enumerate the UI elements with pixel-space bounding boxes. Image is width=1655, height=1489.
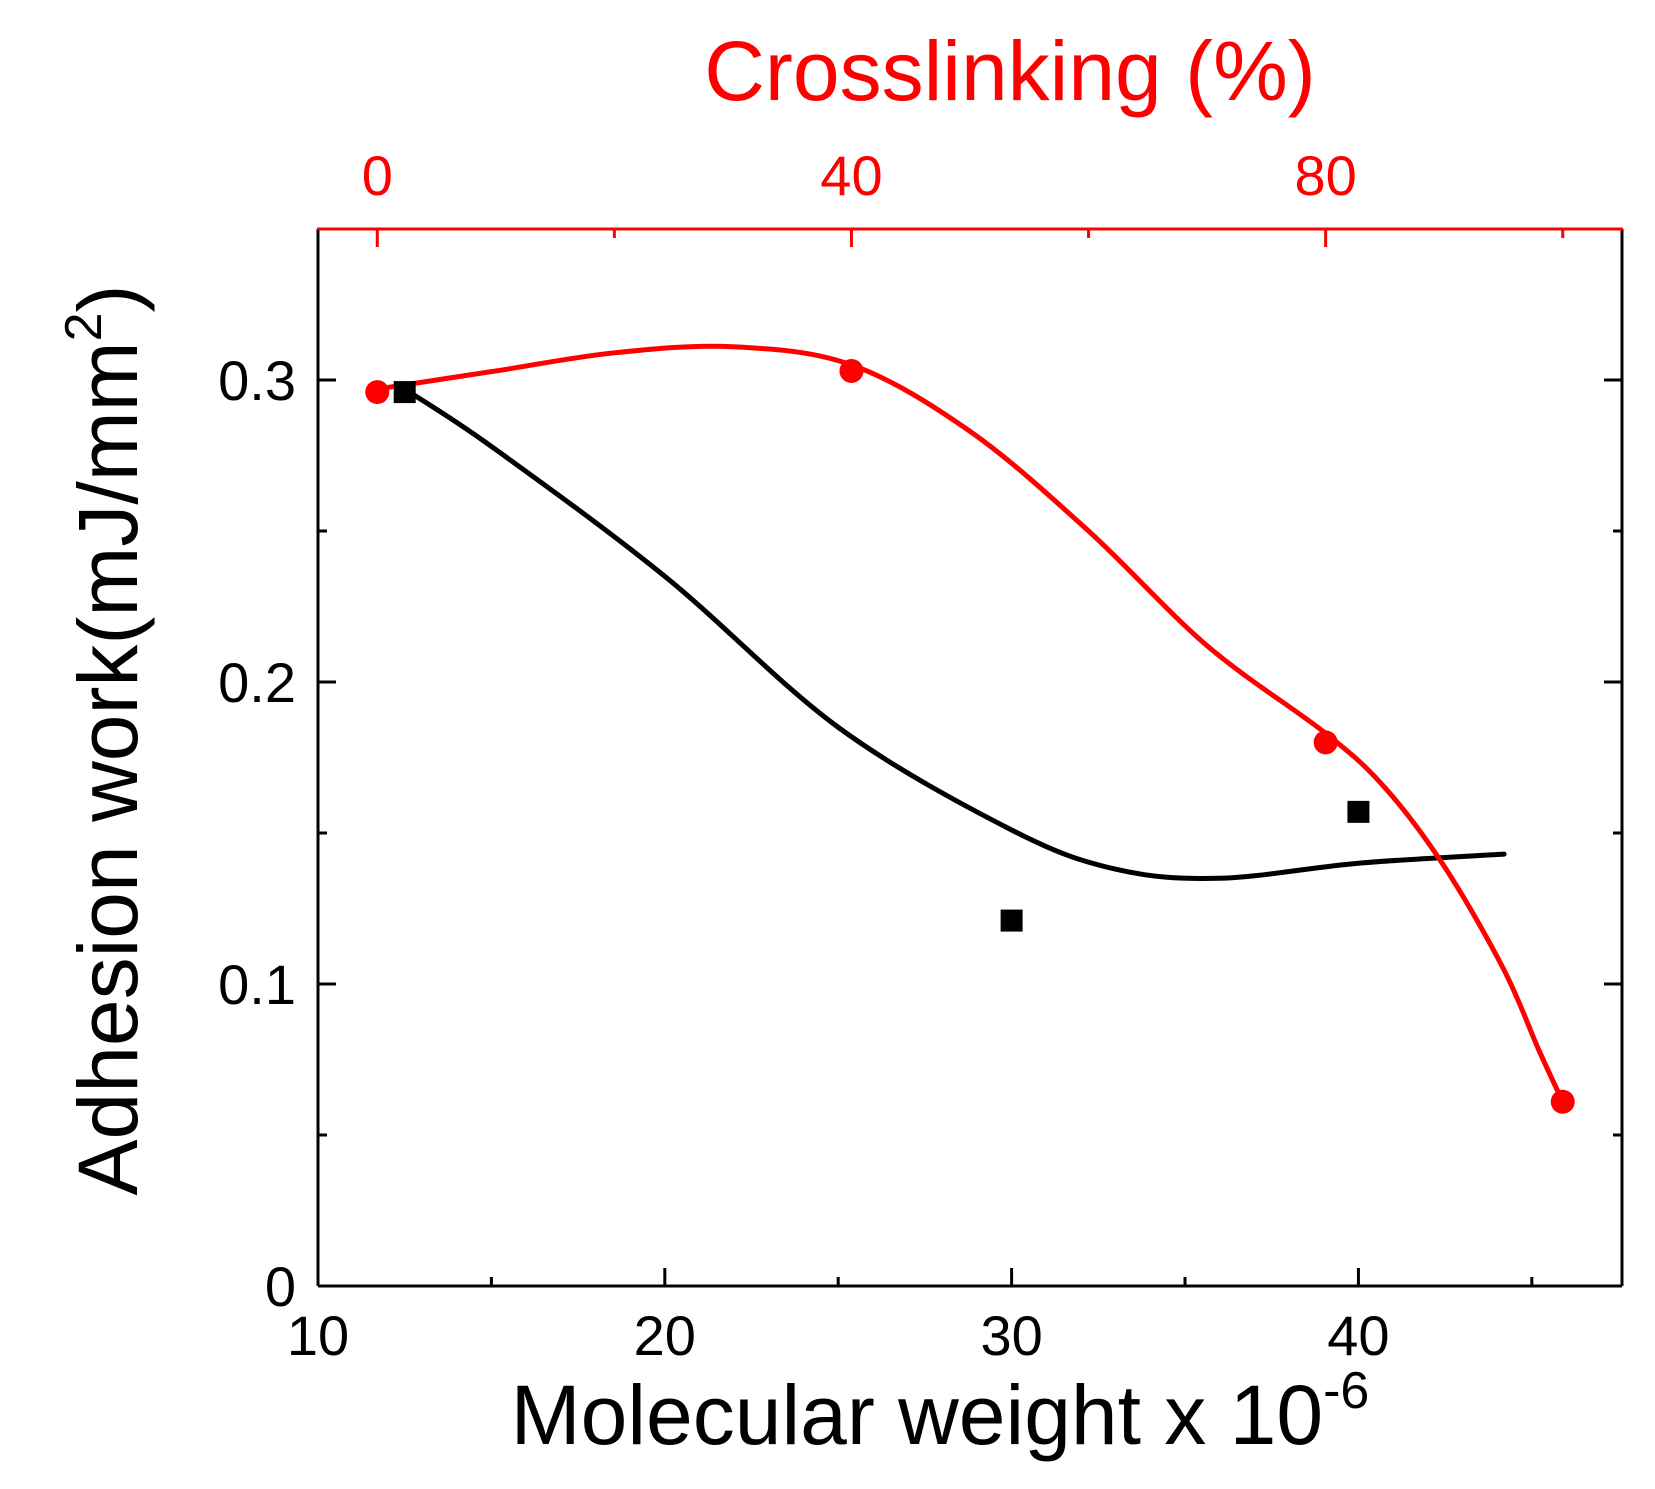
fit-curve-crosslinking [374,343,1566,1105]
ticks-layer [316,227,1622,1288]
data-point-circle [365,380,390,405]
tick-labels: 10 20 30 40 0 0.1 0.2 0.3 0 40 80 [218,144,1389,1367]
top-tick-label: 40 [820,144,882,207]
data-points [365,358,1575,1114]
x-tick-label: 40 [1327,1304,1389,1367]
plot-frame [316,227,1624,1288]
data-point-square [1000,909,1023,932]
x-tick-label: 20 [634,1304,696,1367]
y-tick-label: 0.1 [218,953,296,1016]
x-axis-title: Molecular weight x 10-6 [511,1362,1370,1462]
y-tick-label: 0.2 [218,651,296,714]
data-point-circle [1550,1089,1575,1114]
data-point-square [393,381,416,404]
y-tick-label: 0.3 [218,349,296,412]
data-point-circle [1313,730,1338,755]
y-axis-title: Adhesion work(mJ/mm2) [55,284,155,1195]
top-tick-label: 0 [362,144,393,207]
fit-curves [374,343,1566,1105]
top-axis-title: Crosslinking (%) [704,24,1315,118]
data-point-circle [839,358,864,383]
x-tick-label: 10 [287,1304,349,1367]
y-tick-label: 0 [265,1255,296,1318]
data-point-square [1347,800,1370,823]
x-tick-label: 30 [980,1304,1042,1367]
fit-curve-molecular-weight [402,386,1507,882]
top-tick-label: 80 [1294,144,1356,207]
